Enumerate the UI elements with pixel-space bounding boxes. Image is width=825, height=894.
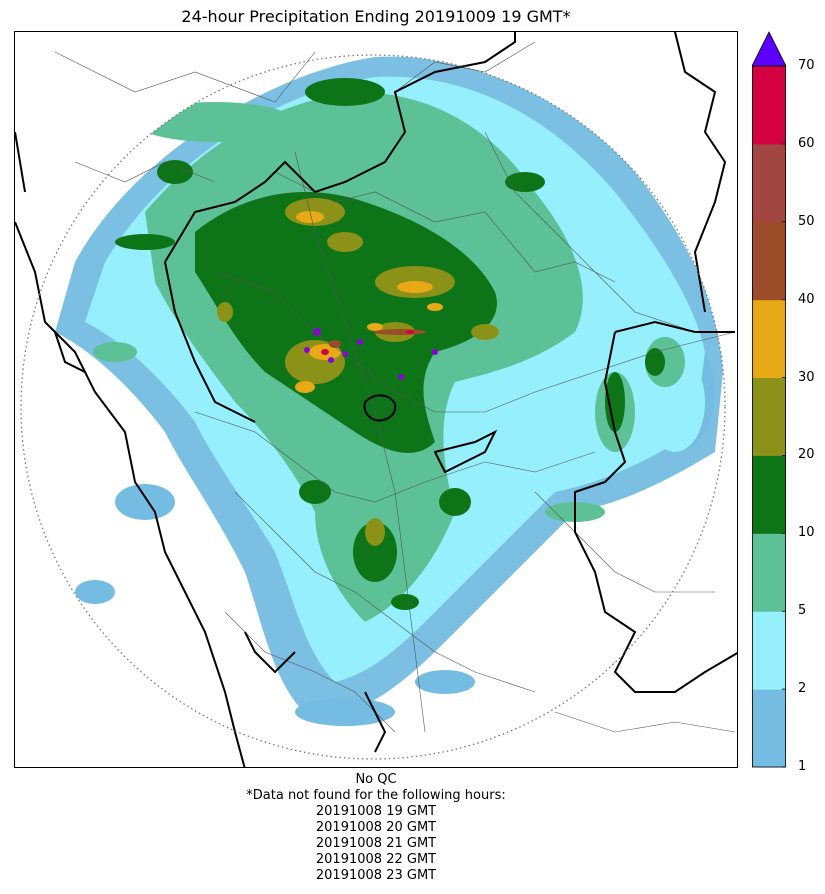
missing-hour: 20191008 22 GMT	[315, 852, 437, 867]
radar-precipitation-map	[14, 31, 738, 768]
colorbar-tick-label: 10	[798, 525, 815, 541]
footer-notes: No QC *Data not found for the following …	[14, 772, 738, 884]
colorbar-bin	[752, 533, 786, 612]
colorbar-tick-label: 50	[798, 213, 815, 229]
colorbar-tick-label: 1	[798, 759, 807, 774]
district-boundaries	[54, 41, 736, 733]
missing-hour: 20191008 19 GMT	[315, 804, 437, 819]
missing-hour: 20191008 23 GMT	[315, 868, 437, 883]
colorbar-bin	[752, 299, 786, 379]
colorbar-tick-label: 2	[798, 681, 807, 697]
colorbar-over-extension	[751, 31, 787, 67]
precip-10-20mm	[115, 78, 665, 610]
colorbar-tick-label: 70	[798, 58, 815, 73]
colorbar-tick-label: 40	[798, 291, 815, 307]
precip-60-70mm	[321, 330, 414, 355]
precip-40-50mm	[329, 329, 426, 348]
colorbar-tick-label: 60	[798, 135, 815, 151]
colorbar-tick-marks	[782, 65, 786, 768]
qc-note: No QC	[355, 772, 397, 787]
missing-data-note: *Data not found for the following hours:	[246, 788, 506, 803]
missing-hour: 20191008 20 GMT	[315, 820, 437, 835]
colorbar-bin	[752, 377, 786, 456]
precip-30-40mm	[295, 211, 443, 393]
radar-range-ring	[20, 54, 726, 760]
colorbar-tick-label: 30	[798, 369, 815, 385]
precip-over-70mm	[304, 328, 438, 380]
colorbar-tick-label: 20	[798, 447, 815, 463]
colorbar-bin	[752, 689, 786, 768]
colorbar-bin	[752, 221, 786, 301]
missing-hour: 20191008 21 GMT	[315, 836, 437, 851]
colorbar-tick-label: 5	[798, 603, 807, 619]
map-canvas	[15, 32, 737, 767]
colorbar-bin	[752, 66, 786, 145]
precipitation-field	[55, 56, 725, 726]
colorbar-bin	[752, 143, 786, 223]
colorbar-frame	[752, 65, 787, 768]
colorbar-bin	[752, 611, 786, 690]
colorbar-bin	[752, 455, 786, 534]
colorbar	[751, 30, 787, 770]
state-boundaries	[15, 32, 737, 767]
map-title: 24-hour Precipitation Ending 20191009 19…	[181, 7, 571, 26]
colorbar-graphic	[751, 31, 787, 768]
